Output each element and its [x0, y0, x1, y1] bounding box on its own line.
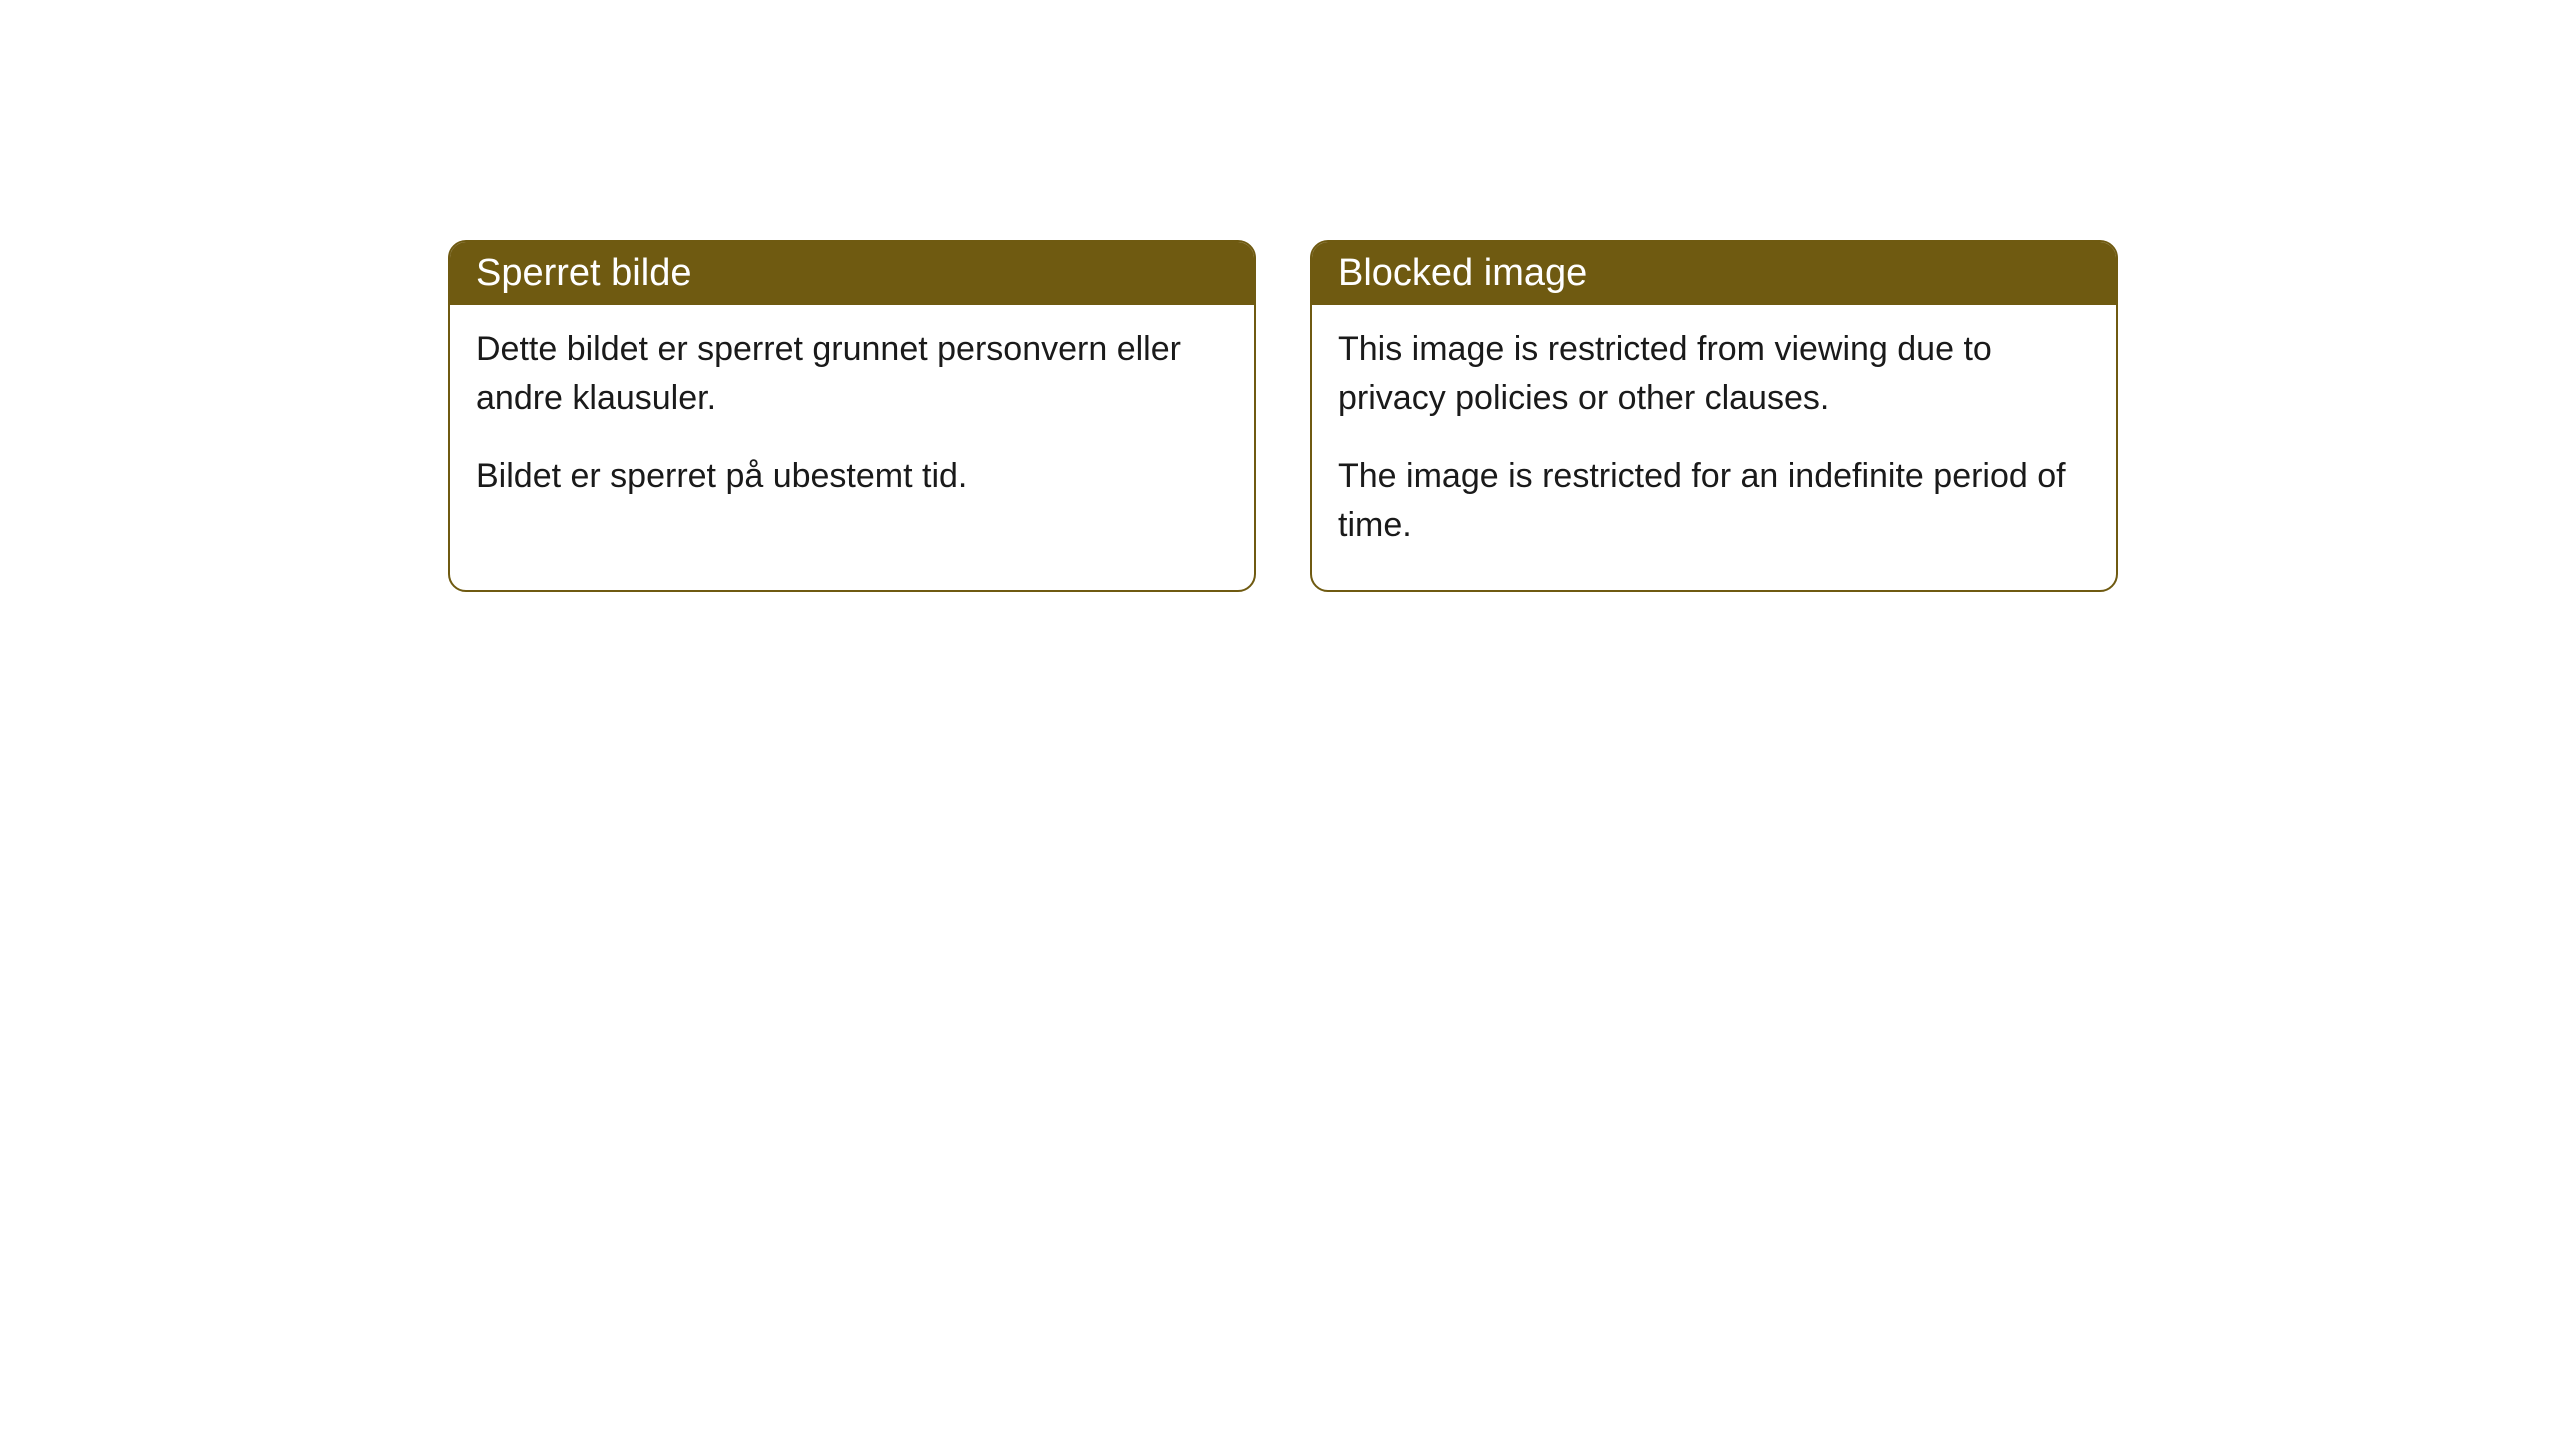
card-paragraph: Bildet er sperret på ubestemt tid. — [476, 452, 1228, 501]
card-header: Sperret bilde — [450, 242, 1254, 305]
card-body: This image is restricted from viewing du… — [1312, 305, 2116, 590]
card-paragraph: The image is restricted for an indefinit… — [1338, 452, 2090, 551]
notice-cards-container: Sperret bilde Dette bildet er sperret gr… — [448, 240, 2118, 592]
notice-card-english: Blocked image This image is restricted f… — [1310, 240, 2118, 592]
card-paragraph: This image is restricted from viewing du… — [1338, 325, 2090, 424]
card-title: Blocked image — [1338, 252, 1587, 294]
card-paragraph: Dette bildet er sperret grunnet personve… — [476, 325, 1228, 424]
card-body: Dette bildet er sperret grunnet personve… — [450, 305, 1254, 541]
notice-card-norwegian: Sperret bilde Dette bildet er sperret gr… — [448, 240, 1256, 592]
card-title: Sperret bilde — [476, 252, 691, 294]
card-header: Blocked image — [1312, 242, 2116, 305]
